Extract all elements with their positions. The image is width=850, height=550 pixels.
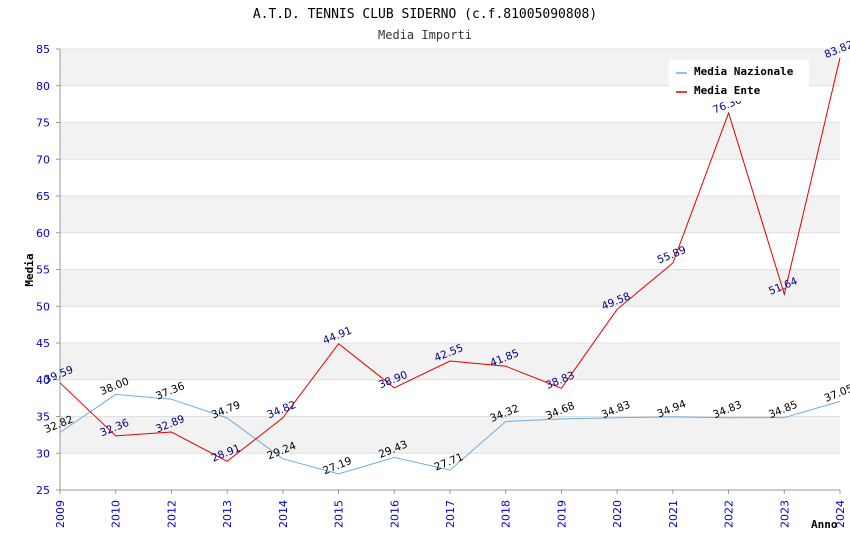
x-tick-label: 2023 xyxy=(778,500,791,528)
x-tick-labels: 2009 2010 2012 2013 2014 2015 2016 2017 2018 2019… xyxy=(54,490,847,528)
grid-band xyxy=(60,379,840,417)
y-tick-label: 50 xyxy=(36,300,50,313)
x-tick-label: 2014 xyxy=(277,500,290,528)
x-tick-label: 2021 xyxy=(667,500,680,528)
y-tick-label: 40 xyxy=(36,374,50,387)
x-tick-label: 2016 xyxy=(388,500,401,528)
grid-band xyxy=(60,453,840,490)
series-line-nazionale xyxy=(59,393,841,475)
x-tick-label: 2020 xyxy=(611,500,624,528)
x-tick-label: 2012 xyxy=(165,500,178,528)
chart-title: A.T.D. TENNIS CLUB SIDERNO (c.f.81005090… xyxy=(253,7,597,22)
x-tick-label: 2018 xyxy=(500,500,513,528)
y-tick-label: 85 xyxy=(36,43,50,56)
grid-band xyxy=(60,122,840,160)
x-tick-label: 2013 xyxy=(221,500,234,528)
y-tick-label: 45 xyxy=(36,337,50,350)
x-axis-label: Anno xyxy=(811,518,838,531)
grid-bands xyxy=(60,48,840,491)
legend: Media Nazionale Media Ente xyxy=(669,60,809,101)
x-tick-label: 2015 xyxy=(333,500,346,528)
legend-label-nazionale: Media Nazionale xyxy=(694,65,794,78)
x-tick-label: 2024 xyxy=(834,500,847,528)
x-tick-label: 2019 xyxy=(555,500,568,528)
y-tick-label: 35 xyxy=(36,411,50,424)
x-tick-label: 2009 xyxy=(54,500,67,528)
y-axis-label: Media xyxy=(23,253,36,286)
y-tick-label: 70 xyxy=(36,153,50,166)
y-tick-label: 75 xyxy=(36,117,50,130)
grid-band xyxy=(60,159,840,196)
y-tick-label: 80 xyxy=(36,80,50,93)
series-line-ente xyxy=(59,57,841,462)
y-tick-labels: 25 30 35 40 45 50 55 60 65 70 75 80 85 xyxy=(36,43,60,497)
grid-band xyxy=(60,306,840,343)
y-tick-label: 55 xyxy=(36,264,50,277)
grid-band xyxy=(60,196,840,233)
y-tick-label: 25 xyxy=(36,484,50,497)
x-tick-label: 2017 xyxy=(444,500,457,528)
y-tick-label: 30 xyxy=(36,447,50,460)
legend-label-ente: Media Ente xyxy=(694,84,761,97)
legend-box xyxy=(669,60,809,101)
series-lines xyxy=(59,57,841,475)
grid-band xyxy=(60,416,840,454)
grid-band xyxy=(60,269,840,307)
x-tick-label: 2010 xyxy=(110,500,123,528)
y-tick-label: 60 xyxy=(36,227,50,240)
x-tick-label: 2022 xyxy=(723,500,736,528)
y-tick-label: 65 xyxy=(36,190,50,203)
chart-subtitle: Media Importi xyxy=(378,28,472,42)
grid-band xyxy=(60,232,840,270)
